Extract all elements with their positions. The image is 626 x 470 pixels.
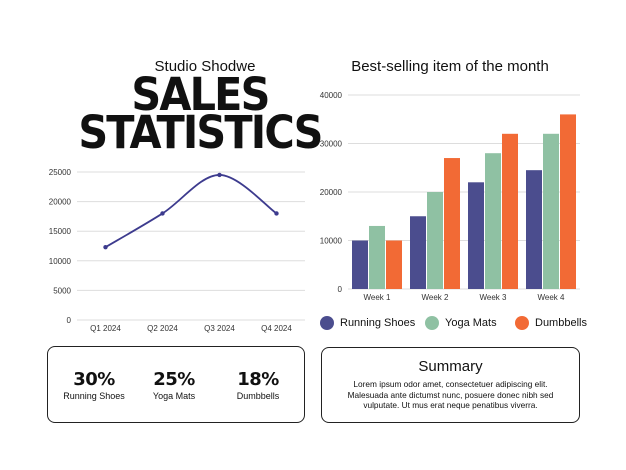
data-point xyxy=(160,211,165,216)
y-tick-label: 15000 xyxy=(49,227,72,236)
x-tick-label: Week 2 xyxy=(422,293,450,302)
bar xyxy=(502,133,518,289)
stat-yoga-mats: 25% Yoga Mats xyxy=(140,369,208,401)
bar-chart: 0 10000 20000 30000 40000 Week 1 Week 2 Week 3 W… xyxy=(320,91,580,302)
stat-dumbbells: 18% Dumbbells xyxy=(224,369,292,401)
line-chart: 0 5000 10000 15000 20000 25000 Q1 2024 Q2 2024 Q… xyxy=(49,168,305,333)
data-point xyxy=(217,172,222,178)
x-tick-label: Q3 2024 xyxy=(204,324,235,333)
data-point xyxy=(103,244,108,250)
y-tick-label: 40000 xyxy=(320,91,343,100)
stat-label: Dumbbells xyxy=(236,391,280,401)
bar xyxy=(410,216,426,289)
y-tick-label: 0 xyxy=(338,285,343,294)
legend-swatch-dumbbells xyxy=(515,316,529,330)
y-tick-label: 5000 xyxy=(53,286,71,295)
legend-swatch-yoga-mats xyxy=(425,316,439,330)
page-title: SALES STATISTICS xyxy=(53,68,347,159)
stats-card: 30% Running Shoes 25% Yoga Mats 18% Dumb… xyxy=(47,346,305,423)
x-tick-label: Q4 2024 xyxy=(261,324,292,333)
x-tick-label: Q2 2024 xyxy=(147,324,178,333)
bar xyxy=(560,114,576,290)
bar xyxy=(468,182,484,289)
y-tick-label: 0 xyxy=(67,316,72,325)
summary-title: Summary xyxy=(418,358,483,375)
legend-item-running-shoes: Running Shoes xyxy=(320,316,415,330)
x-tick-label: Week 1 xyxy=(364,293,392,302)
y-tick-label: 10000 xyxy=(49,257,72,266)
x-tick-label: Week 4 xyxy=(538,293,566,302)
y-tick-label: 10000 xyxy=(320,237,343,246)
stat-label: Running Shoes xyxy=(63,391,125,401)
series-line xyxy=(105,174,278,248)
legend-label-running-shoes: Running Shoes xyxy=(340,317,416,329)
x-tick-label: Q1 2024 xyxy=(90,324,121,333)
stat-value: 30% xyxy=(73,369,115,390)
bar xyxy=(543,133,559,289)
legend-label-dumbbells: Dumbbells xyxy=(535,317,587,329)
x-tick-label: Week 3 xyxy=(480,293,508,302)
title-line-1: SALES xyxy=(131,68,270,121)
legend-item-yoga-mats: Yoga Mats xyxy=(425,316,497,330)
stat-label: Yoga Mats xyxy=(152,391,196,401)
title-line-2: STATISTICS xyxy=(78,106,323,159)
stat-value: 25% xyxy=(153,369,195,390)
stat-value: 18% xyxy=(237,369,279,390)
data-point xyxy=(274,211,279,216)
bar xyxy=(427,192,443,289)
bar xyxy=(386,240,402,289)
bar xyxy=(526,170,542,289)
brand-name: Studio Shodwe xyxy=(154,58,256,75)
bar xyxy=(444,158,460,289)
bar xyxy=(485,153,501,289)
bar-chart-title: Best-selling item of the month xyxy=(351,58,549,75)
bar-chart-legend: Running Shoes Yoga Mats Dumbbells xyxy=(320,316,620,336)
legend-swatch-running-shoes xyxy=(320,316,334,330)
legend-item-dumbbells: Dumbbells xyxy=(515,316,587,330)
legend-label-yoga-mats: Yoga Mats xyxy=(445,317,497,329)
y-tick-label: 20000 xyxy=(320,188,343,197)
y-tick-label: 25000 xyxy=(49,168,72,177)
bar xyxy=(369,225,385,289)
stat-running-shoes: 30% Running Shoes xyxy=(60,369,128,401)
y-tick-label: 30000 xyxy=(320,140,343,149)
y-tick-label: 20000 xyxy=(49,198,72,207)
summary-card: Summary Lorem ipsum odor amet, consectet… xyxy=(321,347,580,423)
bar xyxy=(352,240,368,289)
summary-text: Lorem ipsum odor amet, consectetuer adip… xyxy=(347,379,554,410)
